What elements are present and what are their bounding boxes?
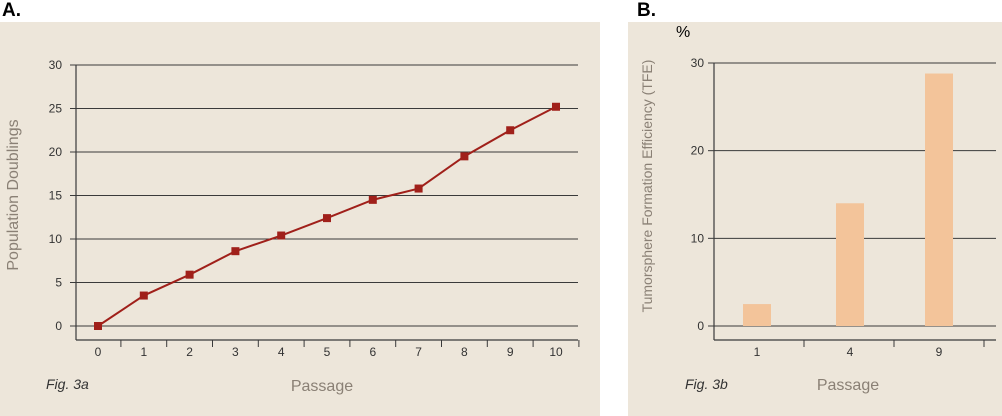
chart-a-data-point xyxy=(552,102,560,111)
chart-a-data-point xyxy=(231,247,240,256)
chart-a-ylabel: Population Doublings xyxy=(5,119,22,270)
chart-a-data-point xyxy=(414,184,423,193)
chart-b-xtick-label: 4 xyxy=(847,345,854,359)
chart-b-xtick-label: 9 xyxy=(936,345,943,359)
chart-a-data-point xyxy=(277,231,286,240)
chart-a-ytick-label: 30 xyxy=(49,58,63,72)
chart-a-ytick-label: 0 xyxy=(55,319,62,333)
chart-a-xtick-label: 8 xyxy=(461,345,468,359)
chart-a-xtick-label: 6 xyxy=(369,345,376,359)
chart-b-bar xyxy=(836,203,864,326)
chart-a-xtick-label: 2 xyxy=(186,345,193,359)
chart-a-data-point xyxy=(139,291,148,300)
chart-b-caption: Fig. 3b xyxy=(685,376,728,392)
chart-b-xlabel: Passage xyxy=(817,377,879,394)
chart-a-xtick-label: 10 xyxy=(549,345,563,359)
chart-b-ytick-label: 10 xyxy=(691,231,705,245)
chart-a-xtick-label: 3 xyxy=(232,345,239,359)
chart-a-data-point xyxy=(323,214,331,223)
chart-a-xlabel: Passage xyxy=(291,378,353,395)
chart-a-xtick-label: 4 xyxy=(278,345,285,359)
chart-b-ytick-label: 20 xyxy=(691,144,705,158)
chart-b-xtick-label: 1 xyxy=(754,345,761,359)
chart-b-bar xyxy=(743,304,771,326)
chart-a-ytick-label: 15 xyxy=(49,189,63,203)
chart-a-xtick-label: 9 xyxy=(507,345,514,359)
chart-a-ytick-label: 10 xyxy=(49,232,63,246)
chart-a-xtick-label: 1 xyxy=(140,345,147,359)
chart-b-ylabel: Tumorsphere Formation Efficiency (TFE) xyxy=(639,60,655,313)
chart-a-caption: Fig. 3a xyxy=(46,376,89,392)
chart-a-ytick-label: 20 xyxy=(49,145,63,159)
panel-a-label: A. xyxy=(2,0,21,21)
chart-b-ytick-label: 0 xyxy=(697,319,704,333)
chart-a-data-point xyxy=(460,152,469,161)
chart-a-ytick-label: 5 xyxy=(55,276,62,290)
chart-a-xtick-label: 0 xyxy=(95,345,102,359)
panel-a-background xyxy=(0,22,600,416)
chart-a-ytick-label: 25 xyxy=(49,102,63,116)
chart-a-xtick-label: 7 xyxy=(415,345,422,359)
chart-a-data-point xyxy=(506,126,515,135)
chart-b-bar xyxy=(925,73,953,327)
panel-b-label: B. xyxy=(637,0,656,21)
chart-a-xtick-label: 5 xyxy=(324,345,331,359)
chart-a-data-point xyxy=(185,270,194,279)
chart-b-ytick-label: 30 xyxy=(691,56,705,70)
chart-a-data-point xyxy=(368,195,377,204)
chart-a-data-point xyxy=(94,322,102,330)
chart-b-unit: % xyxy=(676,24,690,41)
